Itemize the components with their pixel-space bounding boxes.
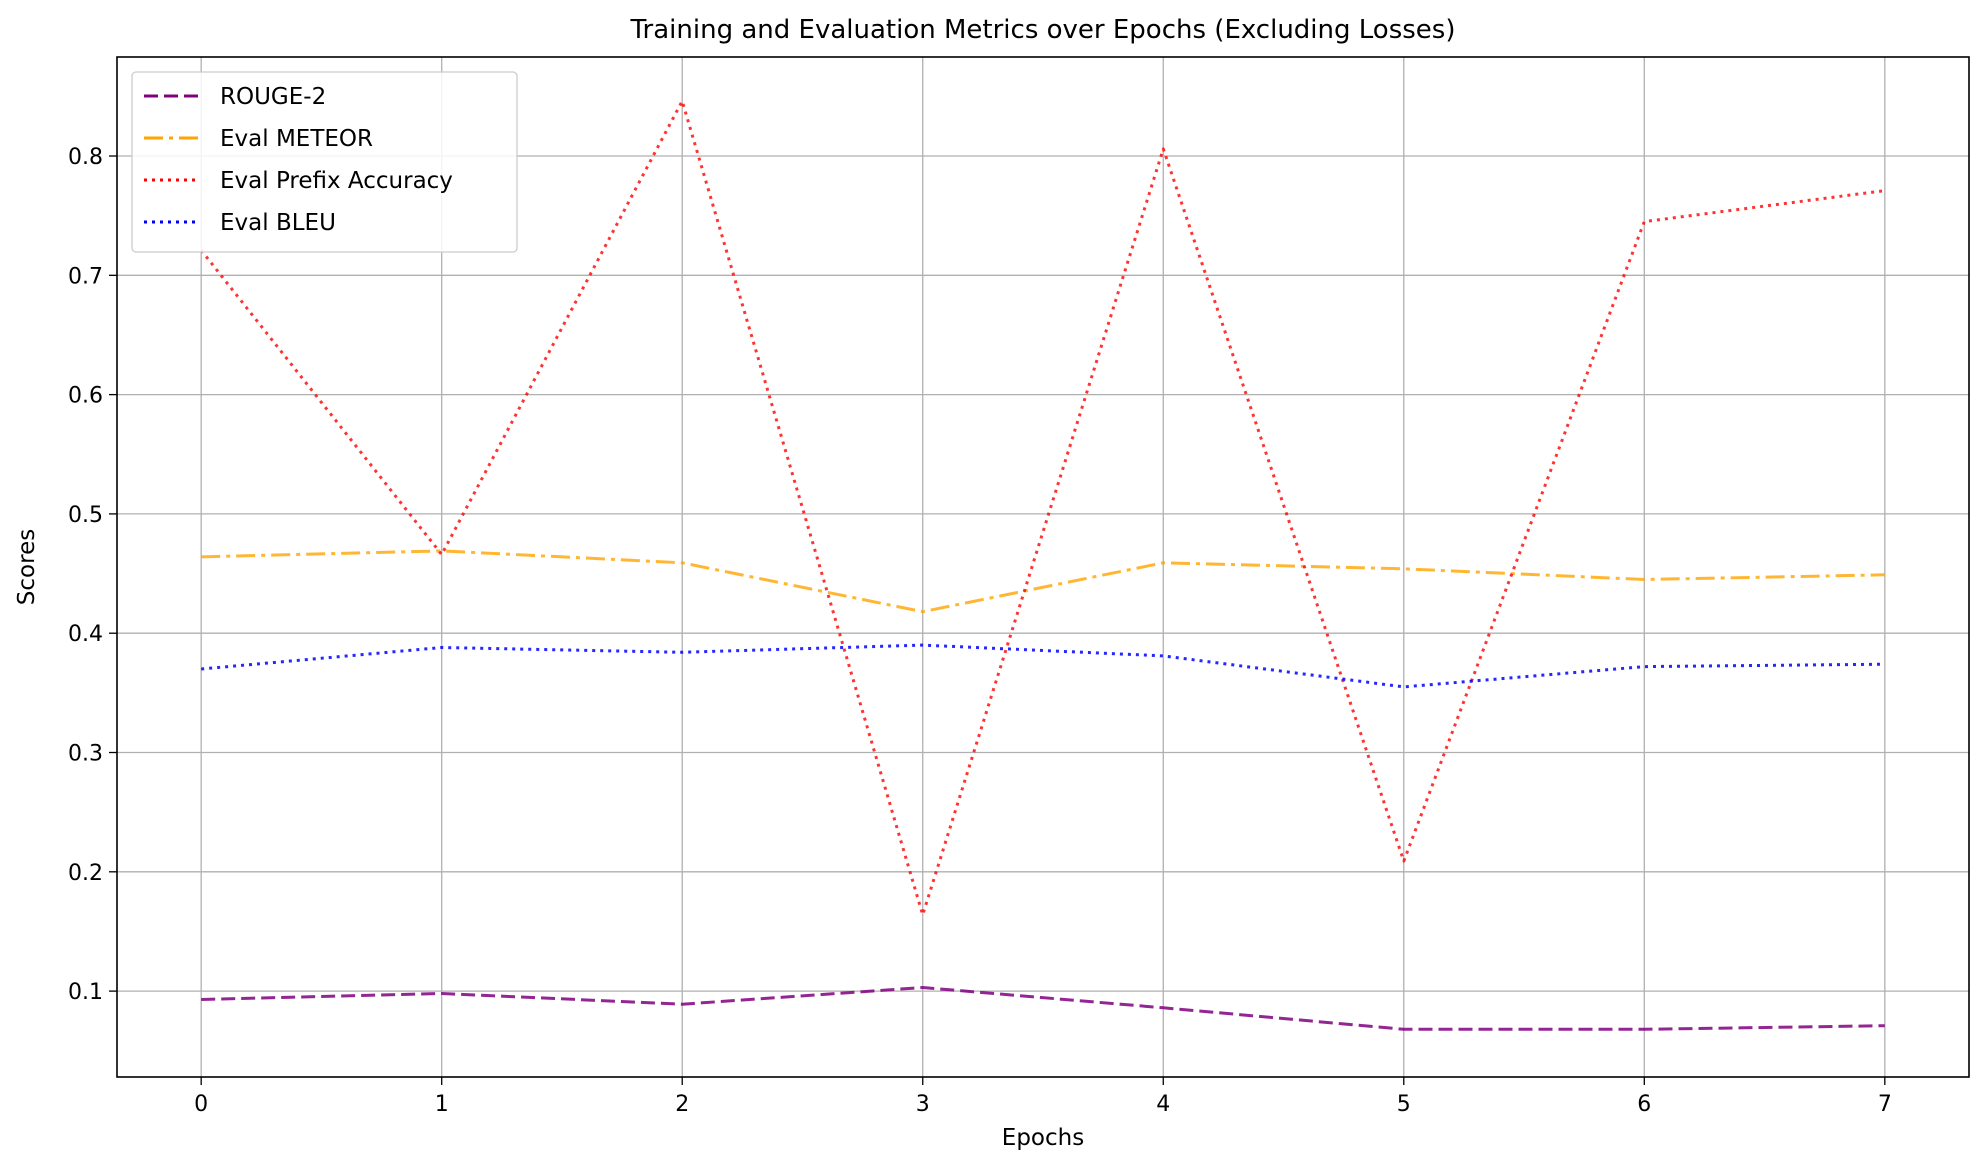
y-tick-label: 0.1: [68, 980, 103, 1005]
y-axis-label: Scores: [14, 529, 40, 605]
series-line-eval-prefix-accuracy: [200, 99, 1885, 917]
x-tick-label: 5: [1397, 1092, 1411, 1117]
x-tick-label: 6: [1637, 1092, 1651, 1117]
series-line-rouge-2: [201, 986, 1885, 1031]
legend-label: Eval METEOR: [220, 126, 373, 152]
x-axis-label: Epochs: [1002, 1125, 1084, 1151]
x-tick-label: 7: [1878, 1092, 1892, 1117]
y-tick-label: 0.7: [68, 264, 103, 289]
y-tick-label: 0.8: [68, 145, 103, 170]
x-tick-label: 4: [1156, 1092, 1170, 1117]
series-line-eval-meteor: [201, 549, 1885, 614]
y-tick-label: 0.3: [68, 742, 103, 767]
series-line-eval-bleu: [201, 643, 1885, 689]
x-tick-label: 2: [675, 1092, 689, 1117]
legend-label: ROUGE-2: [220, 84, 326, 110]
x-tick-label: 3: [916, 1092, 930, 1117]
plot-area-frame: [116, 56, 1970, 1078]
legend: ROUGE-2 Eval METEOR Eval Prefix Accuracy Ev…: [131, 71, 518, 253]
legend-box: [131, 71, 518, 253]
legend-label: Eval Prefix Accuracy: [220, 168, 453, 194]
legend-label: Eval BLEU: [220, 210, 336, 236]
chart-title: Training and Evaluation Metrics over Epo…: [630, 15, 1456, 45]
x-tick-label: 1: [435, 1092, 449, 1117]
y-tick-label: 0.5: [68, 503, 103, 528]
y-tick-label: 0.4: [68, 622, 103, 647]
y-tick-label: 0.2: [68, 861, 103, 886]
x-tick-label: 0: [194, 1092, 208, 1117]
y-tick-label: 0.6: [68, 384, 103, 409]
